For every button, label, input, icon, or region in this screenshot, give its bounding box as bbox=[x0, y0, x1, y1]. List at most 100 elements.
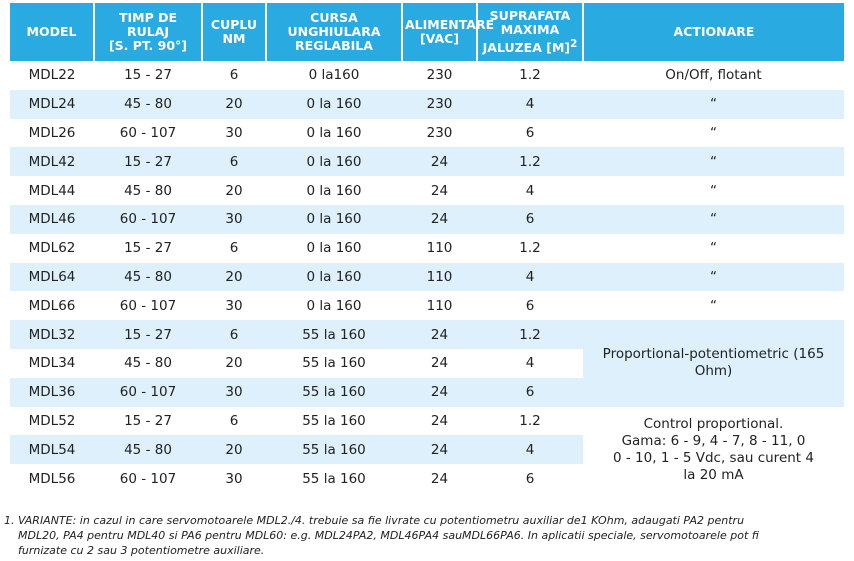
cell-actuation: “ bbox=[583, 204, 844, 234]
header-supply: ALIMENTARE [Vac] bbox=[402, 3, 494, 61]
cell-time: 60 - 107 bbox=[119, 124, 177, 141]
cell-time: 60 - 107 bbox=[119, 470, 177, 487]
table-row: MDL36 60 - 107 30 55 la 160 24 6 bbox=[10, 377, 844, 407]
cell-model: MDL26 bbox=[28, 124, 76, 141]
cell-time: 15 - 27 bbox=[124, 240, 172, 257]
table-row: MDL34 45 - 80 20 55 la 160 24 4 bbox=[10, 349, 844, 378]
cell-area: 1.2 bbox=[519, 67, 541, 84]
cell-actuation: “ bbox=[583, 89, 844, 119]
cell-stroke: 0 la 160 bbox=[306, 240, 362, 257]
cell-stroke: 0 la 160 bbox=[266, 262, 402, 292]
cell-area: 6 bbox=[477, 204, 583, 234]
cell-supply: 24 bbox=[402, 320, 477, 349]
cell-supply: 24 bbox=[430, 355, 449, 372]
cell-torque: 20 bbox=[202, 262, 266, 292]
cell-area: 4 bbox=[477, 262, 583, 292]
cell-model: MDL44 bbox=[28, 182, 76, 199]
cell-torque: 20 bbox=[225, 355, 243, 372]
cell-torque: 6 bbox=[229, 412, 239, 429]
cell-time: 60 - 107 bbox=[94, 204, 202, 234]
cell-supply: 24 bbox=[402, 204, 477, 234]
cell-actuation: “ bbox=[583, 262, 844, 292]
cell-supply: 230 bbox=[426, 67, 453, 84]
cell-stroke: 0 la 160 bbox=[266, 204, 402, 234]
cell-stroke: 0 la 160 bbox=[266, 89, 402, 119]
cell-time: 45 - 80 bbox=[124, 355, 172, 372]
cell-time: 15 - 27 bbox=[94, 147, 202, 177]
cell-supply: 24 bbox=[430, 412, 449, 429]
cell-model: MDL32 bbox=[10, 320, 94, 349]
table-row: MDL42 15 - 27 6 0 la 160 24 1.2 “ bbox=[10, 147, 844, 177]
cell-torque: 20 bbox=[202, 89, 266, 119]
table-row: MDL44 45 - 80 20 0 la 160 24 4 “ bbox=[10, 176, 844, 205]
cell-supply: 110 bbox=[426, 297, 453, 314]
control-line: Control proportional. bbox=[643, 415, 784, 432]
cell-model: MDL42 bbox=[10, 147, 94, 177]
cell-area: 6 bbox=[525, 470, 535, 487]
control-line: la 20 mA bbox=[683, 466, 744, 483]
cell-supply: 24 bbox=[402, 435, 477, 465]
cell-stroke: 55 la 160 bbox=[302, 470, 366, 487]
cell-stroke: 55 la 160 bbox=[266, 377, 402, 407]
cell-torque: 30 bbox=[225, 470, 243, 487]
cell-area: 4 bbox=[525, 182, 535, 199]
cell-supply: 24 bbox=[430, 470, 449, 487]
actuator-spec-table: MODEL TIMP DE RULAJ [s. PT. 90°] CUPLU Nm … bbox=[10, 3, 844, 493]
cell-supply: 24 bbox=[430, 182, 449, 199]
cell-model: MDL56 bbox=[28, 470, 76, 487]
cell-model: MDL24 bbox=[10, 89, 94, 119]
cell-stroke: 0 la 160 bbox=[306, 124, 362, 141]
cell-torque: 30 bbox=[225, 297, 243, 314]
cell-stroke: 0 la 160 bbox=[306, 182, 362, 199]
cell-stroke: 55 la 160 bbox=[302, 355, 366, 372]
cell-supply: 24 bbox=[402, 377, 477, 407]
table-row: MDL64 45 - 80 20 0 la 160 110 4 “ bbox=[10, 262, 844, 292]
cell-area: 1.2 bbox=[519, 240, 541, 257]
header-stroke: CURSA UNGHIULARA REGLABILA bbox=[266, 3, 403, 61]
cell-time: 15 - 27 bbox=[124, 67, 172, 84]
cell-supply: 230 bbox=[402, 89, 477, 119]
cell-area: 1.2 bbox=[477, 320, 583, 349]
cell-supply: 110 bbox=[402, 262, 477, 292]
cell-actuation: “ bbox=[710, 240, 717, 257]
cell-actuation-potentiometric: Proportional-potentiometric (165 Ohm) bbox=[583, 320, 844, 407]
cell-supply: 24 bbox=[402, 147, 477, 177]
cell-area: 4 bbox=[477, 89, 583, 119]
table-header-row: MODEL TIMP DE RULAJ [s. PT. 90°] CUPLU Nm … bbox=[10, 3, 844, 61]
cell-time: 60 - 107 bbox=[94, 377, 202, 407]
cell-time: 15 - 27 bbox=[124, 412, 172, 429]
cell-torque: 6 bbox=[229, 67, 239, 84]
cell-area: 1.2 bbox=[477, 147, 583, 177]
cell-area: 4 bbox=[525, 355, 535, 372]
cell-stroke: 55 la 160 bbox=[302, 412, 366, 429]
cell-time: 45 - 80 bbox=[94, 89, 202, 119]
header-area: SUPRAFATA MAXIMA JALUZEA [m]2 bbox=[477, 3, 584, 61]
cell-model: MDL22 bbox=[28, 67, 76, 84]
table-row: MDL24 45 - 80 20 0 la 160 230 4 “ bbox=[10, 89, 844, 119]
cell-model: MDL52 bbox=[28, 412, 76, 429]
cell-stroke: 0 la 160 bbox=[306, 297, 362, 314]
cell-supply: 110 bbox=[426, 240, 453, 257]
cell-actuation: “ bbox=[710, 297, 717, 314]
cell-actuation: “ bbox=[710, 124, 717, 141]
table-row: MDL66 60 - 107 30 0 la 160 110 6 “ bbox=[10, 291, 844, 320]
cell-model: MDL66 bbox=[28, 297, 76, 314]
table-row: MDL62 15 - 27 6 0 la 160 110 1.2 “ bbox=[10, 234, 844, 263]
cell-model: MDL46 bbox=[10, 204, 94, 234]
cell-model: MDL54 bbox=[10, 435, 94, 465]
cell-stroke: 0 la160 bbox=[308, 67, 360, 84]
table-row: MDL52 15 - 27 6 55 la 160 24 1.2 Control… bbox=[10, 406, 844, 493]
table-row: MDL46 60 - 107 30 0 la 160 24 6 “ bbox=[10, 204, 844, 234]
cell-torque: 6 bbox=[229, 240, 239, 257]
cell-area: 4 bbox=[477, 435, 583, 465]
header-model: MODEL bbox=[10, 3, 95, 61]
cell-model: MDL64 bbox=[10, 262, 94, 292]
cell-stroke: 55 la 160 bbox=[266, 320, 402, 349]
cell-actuation-control: Control proportional. Gama: 6 - 9, 4 - 7… bbox=[583, 406, 844, 493]
cell-actuation: “ bbox=[710, 182, 717, 199]
cell-area: 6 bbox=[477, 377, 583, 407]
header-torque: CUPLU Nm bbox=[202, 3, 267, 61]
cell-torque: 30 bbox=[225, 124, 243, 141]
cell-time: 45 - 80 bbox=[94, 435, 202, 465]
cell-time: 15 - 27 bbox=[94, 320, 202, 349]
